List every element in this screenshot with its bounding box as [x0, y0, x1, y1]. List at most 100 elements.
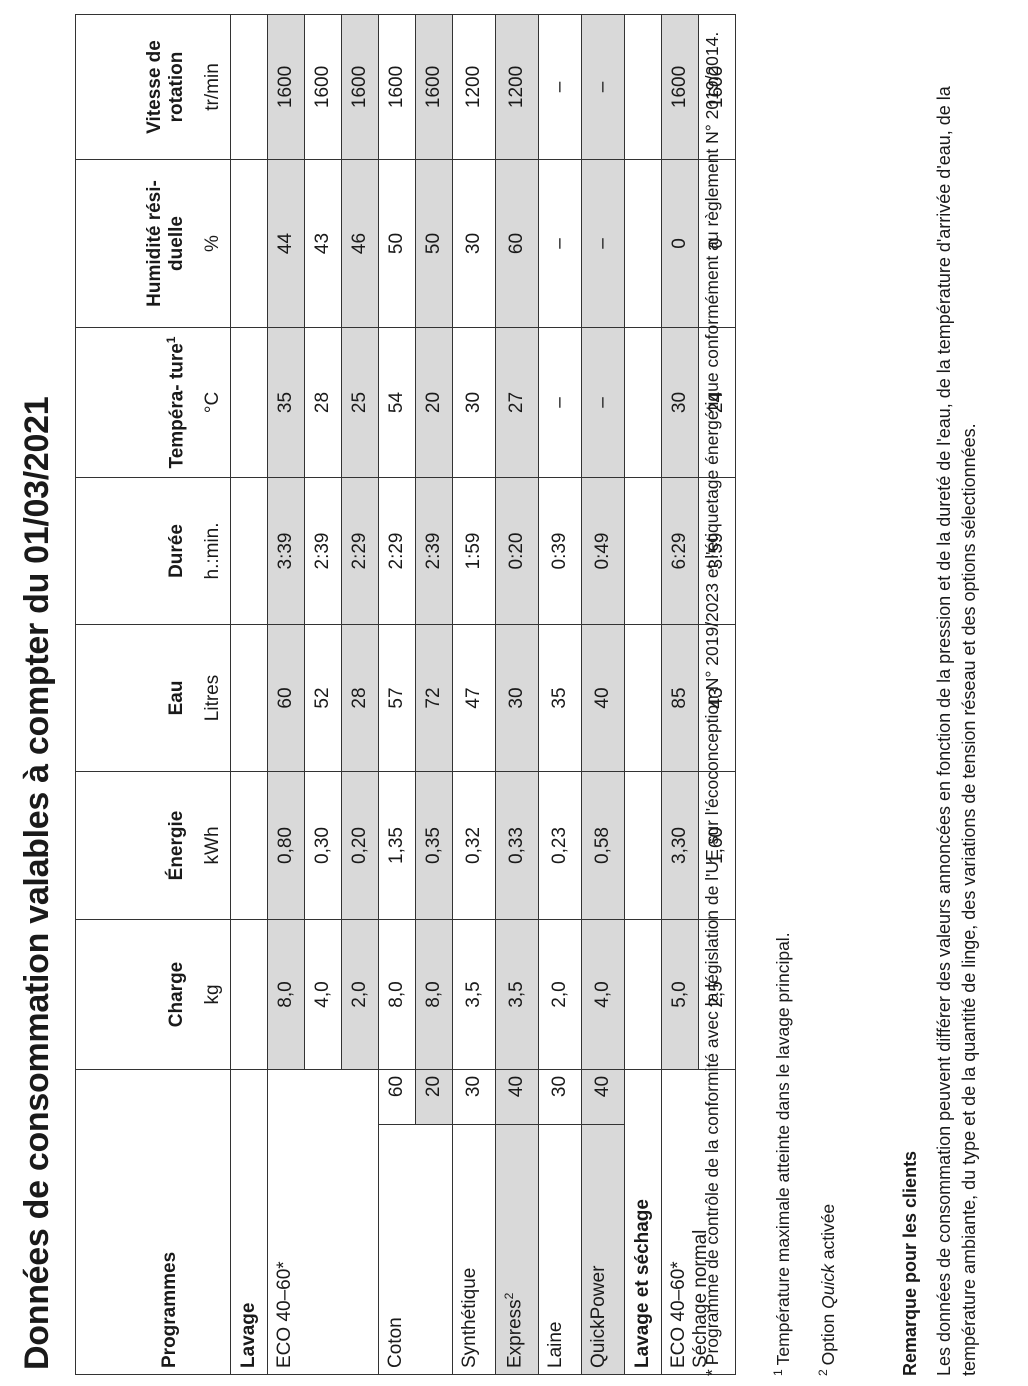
header-label: Énergie — [166, 810, 188, 881]
value-cell: – — [538, 327, 582, 478]
value-cell: 85 — [661, 624, 699, 772]
header-cell: Énergie kWh — [75, 771, 231, 920]
value-cell: 30 — [452, 159, 496, 328]
empty-cell — [624, 771, 662, 920]
value-cell: 40 — [581, 624, 625, 772]
value-cell: 0:49 — [581, 477, 625, 625]
temperature-setting: 30 — [452, 1069, 496, 1125]
value-cell: 0,58 — [581, 771, 625, 920]
header-label: Durée — [166, 524, 188, 578]
footnote-mark: 1 — [771, 1369, 785, 1376]
value-cell: 0,35 — [415, 771, 453, 920]
program-name-line: Coton — [385, 1317, 406, 1368]
data-row: QuickPower 40 4,0 0,58 40 0:49– – – — [581, 14, 625, 1375]
value-cell: 2:29 — [341, 477, 379, 625]
value-cell: 2:29 — [378, 477, 416, 625]
value-cell: 0,33 — [495, 771, 539, 920]
header-unit: °C — [202, 391, 224, 414]
header-unit: % — [202, 235, 224, 252]
value-cell: 2:39 — [415, 477, 453, 625]
header-label: Humidité rési- duelle — [144, 180, 188, 307]
program-name: QuickPower — [581, 1124, 625, 1375]
temperature-setting: 30 — [538, 1069, 582, 1125]
temperature-setting: 40 — [581, 1069, 625, 1125]
value-cell: 3,5 — [495, 919, 539, 1070]
value-cell: 0 — [661, 159, 699, 328]
empty-cell — [230, 159, 268, 328]
value-cell: 52 — [304, 624, 342, 772]
program-name-line: Synthétique — [459, 1267, 480, 1368]
data-row: Synthétique 30 3,5 0,32 47 1:59 30 30 1200 — [452, 14, 496, 1375]
value-cell: 20 — [415, 327, 453, 478]
header-label: Tempéra- ture — [166, 343, 188, 469]
empty-cell — [230, 624, 268, 772]
header-unit: h.:min. — [202, 522, 224, 580]
header-cell: Humidité rési- duelle% — [75, 159, 231, 328]
value-cell: 35 — [267, 327, 305, 478]
program-name-line: QuickPower — [588, 1265, 609, 1368]
remark-text: Les données de consommation peuvent diff… — [934, 86, 980, 1376]
value-cell: 44 — [267, 159, 305, 328]
value-cell: – — [581, 159, 625, 328]
remark-title: Remarque pour les clients — [900, 1150, 920, 1376]
value-cell: – — [581, 327, 625, 478]
value-cell: 1600 — [378, 14, 416, 160]
value-cell: 8,0 — [267, 919, 305, 1070]
temperature-setting: 60 — [378, 1069, 416, 1125]
header-label: Eau — [166, 680, 188, 716]
empty-cell — [624, 159, 662, 328]
header-unit: tr/min — [202, 63, 224, 111]
footnote: * Programme de contrôle de la conformité … — [700, 16, 725, 1376]
value-cell: 25 — [341, 327, 379, 478]
footnote-text: Quick — [817, 1264, 838, 1309]
header-unit: Litres — [202, 674, 224, 722]
data-row: ECO 40–60* 8,0 0,80 60 3:39 35 44 1600 — [267, 14, 379, 1375]
value-cell: 28 — [304, 327, 342, 478]
value-cell: 0,80 — [267, 771, 305, 920]
value-cell: 46 — [341, 159, 379, 328]
value-cell: 3,5 — [452, 919, 496, 1070]
value-cell: 1,35 — [378, 771, 416, 920]
footnote: 2 Option Quick activée — [815, 16, 841, 1376]
header-cell: Durée h.:min. — [75, 477, 231, 625]
empty-cell — [230, 919, 268, 1070]
data-row: ECO 40–60* Séchage normal 5,0 3,30 85 6:29 30 0… — [661, 14, 736, 1375]
footnote-text: Température maximale atteinte dans le la… — [772, 932, 793, 1366]
value-cell: – — [581, 14, 625, 160]
header-label: Charge — [166, 961, 188, 1028]
footnote-mark: 2 — [816, 1369, 830, 1376]
footnote-text: Option — [817, 1308, 838, 1366]
value-cell: 3:39 — [267, 477, 305, 625]
value-cell: – — [538, 14, 582, 160]
header-label: Programmes — [159, 1251, 181, 1368]
footnote-text: activée — [817, 1203, 838, 1265]
data-row: Coton 60 8,0 1,35 57 2:29 54 50 1600 — [378, 14, 453, 1375]
value-cell: 0,23 — [538, 771, 582, 920]
consumption-table: Programmes Charge kg Énergie kWh Eau Litres Dur… — [75, 14, 736, 1375]
header-row: Programmes Charge kg Énergie kWh Eau Litres Dur… — [75, 14, 231, 1375]
value-cell: 60 — [267, 624, 305, 772]
header-label: Vitesse de rotation — [144, 40, 188, 134]
value-cell: 8,0 — [415, 919, 453, 1070]
value-cell: 0,32 — [452, 771, 496, 920]
value-cell: 4,0 — [581, 919, 625, 1070]
value-cell: 47 — [452, 624, 496, 772]
value-cell: 43 — [304, 159, 342, 328]
value-cell: 1600 — [661, 14, 699, 160]
value-cell: 54 — [378, 327, 416, 478]
value-cell: 57 — [378, 624, 416, 772]
value-cell: 1600 — [304, 14, 342, 160]
header-unit: kg — [202, 984, 224, 1005]
value-cell: 0:39 — [538, 477, 582, 625]
title: Données de consommation valables à compt… — [18, 396, 56, 1370]
footnote-ref: 2 — [502, 1292, 516, 1300]
empty-cell — [624, 624, 662, 772]
program-name-line: Express — [504, 1299, 526, 1368]
value-cell: 27 — [495, 327, 539, 478]
value-cell: 60 — [495, 159, 539, 328]
value-cell: 2,0 — [538, 919, 582, 1070]
header-unit: kWh — [202, 826, 224, 865]
program-name: Express2 — [495, 1124, 539, 1375]
